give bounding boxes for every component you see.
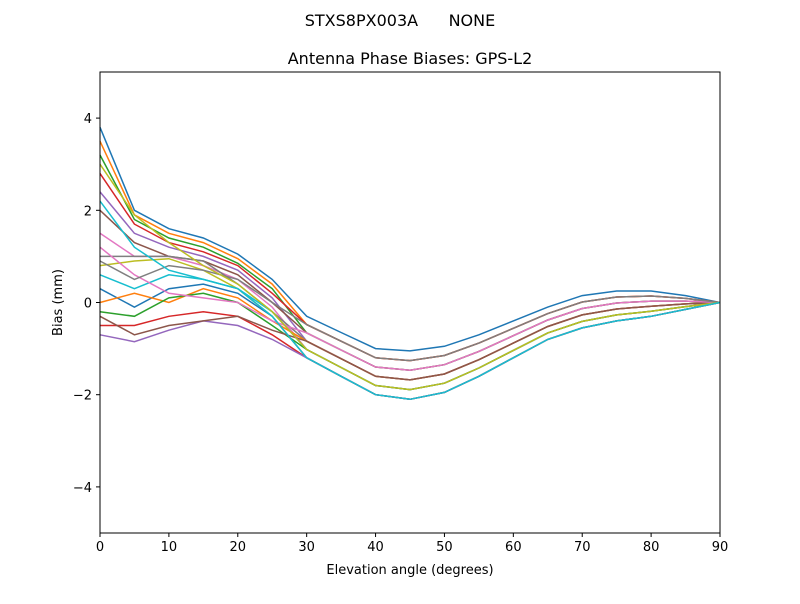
series-line-17 <box>99 246 721 372</box>
series-line-1 <box>99 127 721 352</box>
series-line-11 <box>99 283 721 401</box>
x-axis: 0 10 20 30 40 50 60 70 80 90 <box>96 533 728 555</box>
y-tick-label: 2 <box>84 204 92 219</box>
x-axis-label: Elevation angle (degrees) <box>326 563 493 578</box>
chart-title: Antenna Phase Biases: GPS-L2 <box>288 49 533 68</box>
x-tick-label: 80 <box>643 540 660 555</box>
y-tick-label: 0 <box>84 297 92 312</box>
y-tick-label: 4 <box>84 112 92 127</box>
series-line-20 <box>99 200 721 401</box>
x-tick-label: 40 <box>367 540 384 555</box>
x-tick-label: 0 <box>96 540 104 555</box>
series-line-10 <box>99 274 721 391</box>
y-axis-label: Bias (mm) <box>51 269 66 336</box>
x-tick-label: 70 <box>574 540 591 555</box>
y-axis: −4 −2 0 2 4 <box>73 112 100 496</box>
series-line-8 <box>100 255 721 381</box>
x-tick-label: 10 <box>161 540 178 555</box>
series-line-9 <box>99 257 721 401</box>
x-tick-label: 30 <box>298 540 315 555</box>
series-line-16 <box>99 301 721 381</box>
series-line-18 <box>99 260 721 362</box>
x-tick-label: 50 <box>436 540 453 555</box>
y-tick-label: −2 <box>73 389 92 404</box>
x-tick-label: 60 <box>505 540 522 555</box>
series-line-2 <box>99 140 721 362</box>
y-tick-label: −4 <box>73 481 92 496</box>
series-line-19 <box>99 163 721 391</box>
series-group <box>99 127 721 401</box>
x-tick-label: 20 <box>230 540 247 555</box>
suptitle: STXS8PX003A NONE <box>305 11 495 30</box>
series-line-7 <box>99 232 721 391</box>
x-tick-label: 90 <box>712 540 729 555</box>
